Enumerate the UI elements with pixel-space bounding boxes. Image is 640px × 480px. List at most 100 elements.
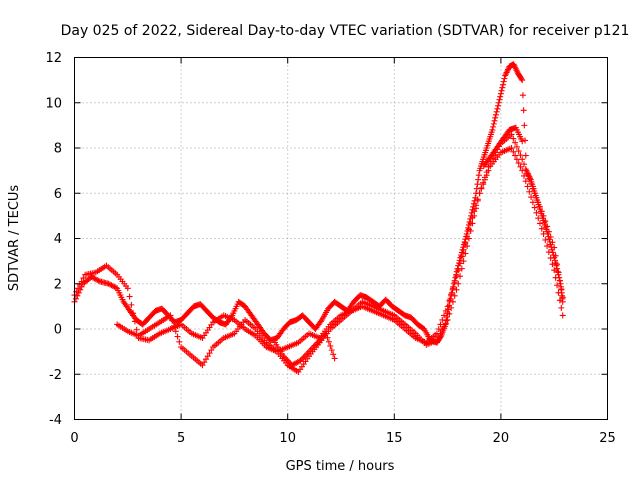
data-point [519,77,526,84]
data-point [494,105,501,112]
data-point [446,297,453,304]
ticks [74,57,608,420]
data-point [492,114,499,121]
data-point [529,185,536,192]
data-point [489,126,496,133]
data-point [199,362,206,369]
data-point [131,318,138,325]
data-point [481,176,488,183]
data-point [524,183,531,190]
data-point [517,163,524,170]
data-point [474,181,481,188]
data-point [174,333,181,340]
data-point [167,312,174,319]
data-point [169,317,176,324]
data-point [552,252,559,259]
data-point [522,137,529,144]
x-tick-label: 5 [177,431,185,446]
data-point [448,291,455,298]
data-point [522,166,529,173]
data-point [473,202,480,209]
data-point [498,87,505,94]
data-point [449,285,456,292]
data-point [458,253,465,260]
data-point [540,230,547,237]
data-point [449,298,456,305]
data-point [451,292,458,299]
data-point [437,321,444,328]
data-point [558,286,565,293]
data-point [324,334,331,341]
data-point [458,265,465,272]
data-point [531,204,538,211]
data-point [170,322,177,329]
data-point [495,102,502,109]
data-point [453,273,460,280]
data-point [485,167,492,174]
data-point [330,351,337,358]
data-point [204,353,211,360]
x-tick-label: 0 [70,431,78,446]
data-point [520,172,527,179]
data-point [519,167,526,174]
data-point [519,156,526,163]
data-point [533,209,540,216]
data-point [325,338,332,345]
data-point [467,220,474,227]
data-point [455,267,462,274]
data-point [476,190,483,197]
data-point [444,316,451,323]
data-point [536,203,543,210]
y-tick-label: 2 [54,277,62,292]
data-point [559,294,566,301]
data-point [462,250,469,257]
data-point [303,351,310,358]
data-point [508,131,515,138]
data-point [535,199,542,206]
data-point [499,84,506,91]
data-point [556,297,563,304]
data-point [526,188,533,195]
data-point [556,277,563,284]
data-point [522,152,529,159]
data-point [448,304,455,311]
data-point [497,90,504,97]
x-tick-labels: 0 5 10 15 20 25 [70,431,615,446]
data-point [446,310,453,317]
data-point [515,160,522,167]
data-point [536,220,543,227]
data-point [78,278,85,285]
x-tick-label: 10 [279,431,296,446]
data-point [554,268,561,275]
data-point [433,337,440,344]
x-tick-label: 15 [386,431,403,446]
data-point [526,175,533,182]
data-point [490,120,497,127]
data-point [439,316,446,323]
data-point [542,237,549,244]
marks [71,61,566,375]
data-point [552,274,559,281]
data-point [542,218,549,225]
data-point [496,96,503,103]
data-point [202,356,209,363]
data-point [172,328,179,335]
y-tick-label: -2 [49,368,62,383]
data-point [551,257,558,264]
data-point [519,138,526,145]
data-point [464,243,471,250]
data-point [74,292,81,299]
data-point [552,260,559,267]
data-point [558,304,565,311]
data-point [510,135,517,142]
data-point [531,190,538,197]
data-point [521,122,528,129]
data-point [513,143,520,150]
data-point [80,275,87,282]
data-point [130,310,137,317]
data-point [549,239,556,246]
data-point [500,78,507,85]
data-point [528,180,535,187]
y-tick-labels: -4 -2 0 2 4 6 8 10 12 [45,51,62,428]
